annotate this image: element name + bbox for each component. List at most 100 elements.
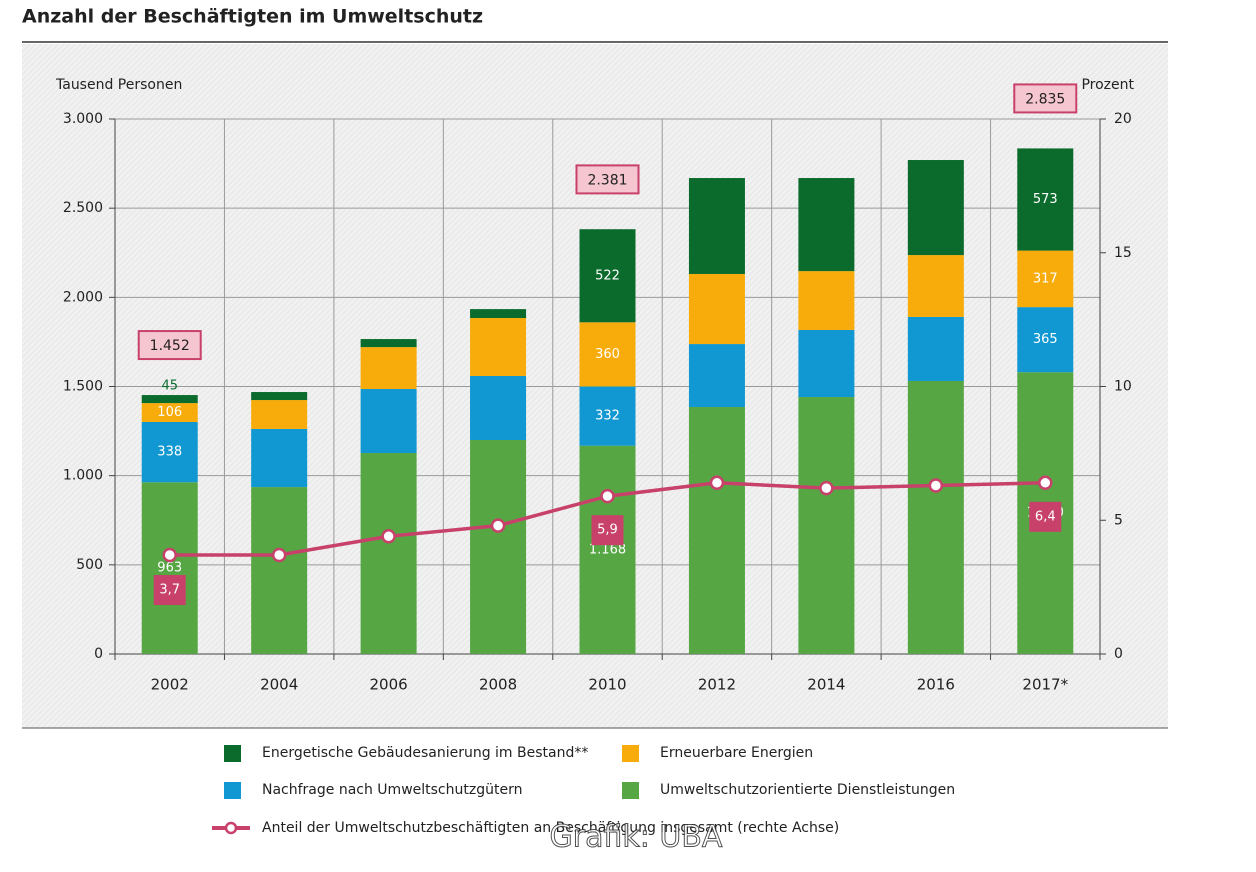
bar-segment [579,386,636,446]
y-tick-label: 3.000 [63,111,103,127]
line-point [490,518,506,533]
y-tick-label: 500 [76,557,103,573]
legend-label: Nachfrage nach Umweltschutzgütern [262,782,522,798]
data-label: 6,4 [1035,509,1056,524]
y-tick-label: 1.500 [63,379,103,395]
legend-label: Umweltschutzorientierte Dienstleistungen [660,782,955,798]
bar-segment [251,487,308,654]
total-box [575,164,640,195]
bar-segment [907,316,964,381]
legend-label: Anteil der Umweltschutzbeschäftigten an … [262,820,839,836]
bar-segment [907,380,964,654]
bar-segment [470,318,527,376]
data-label: 360 [595,347,620,362]
legend-swatch [622,745,639,762]
data-label-box [591,515,624,546]
data-label: 365 [1033,332,1058,347]
bar-segment [141,482,198,654]
total-label: 2.835 [1025,91,1065,107]
y2-tick-label: 0 [1114,646,1123,662]
bar-segment [798,329,855,398]
legend-swatch [622,782,639,799]
bar-segment [470,440,527,654]
total-box [137,330,202,361]
bar-segment [141,403,198,422]
y-tick-label: 1.000 [63,468,103,484]
x-tick-label: 2002 [151,676,189,694]
data-label-box [153,575,186,606]
bar-segment [360,339,417,348]
data-label: 338 [157,445,182,460]
data-label: 5,9 [597,523,618,538]
data-label: 317 [1033,271,1058,286]
bar-segment [798,178,855,272]
bar-segment [251,428,308,488]
bar-segment [470,375,527,440]
bar-segment [1017,148,1074,251]
bar-segment [907,255,964,317]
y-axis-title: Tausend Personen [55,77,182,93]
data-label-box [1029,501,1062,532]
bar-segment [579,445,636,654]
bar-segment [907,160,964,256]
bar-segment [579,322,636,387]
x-tick-label: 2008 [479,676,517,694]
legend-swatch [224,745,241,762]
line-point [709,475,725,491]
chart-title: Anzahl der Beschäftigten im Umweltschutz [22,6,483,28]
line-point [819,480,834,496]
bar-segment [360,347,417,389]
y2-tick-label: 20 [1114,111,1132,127]
watermark: Grafik: UBA [550,820,723,855]
x-tick-label: 2016 [917,676,955,694]
data-label: 106 [157,405,182,420]
bar-segment [251,400,308,429]
legend-swatch [224,782,241,799]
data-label: 3,7 [159,583,180,598]
bar-segment [688,178,745,274]
y2-tick-label: 15 [1114,245,1132,261]
y2-tick-label: 10 [1114,379,1132,395]
x-tick-label: 2004 [260,676,298,694]
line-point [928,478,944,493]
total-label: 2.381 [587,172,627,188]
bar-segment [688,344,745,408]
y2-axis-title: Prozent [1081,77,1134,93]
total-label: 1.452 [150,338,190,354]
bar-segment [1017,250,1074,308]
line-point [162,547,177,563]
line-point [1038,475,1053,491]
bar-segment [251,392,308,401]
data-label: 45 [161,379,178,394]
y-tick-label: 0 [94,646,103,662]
line-point [271,547,287,563]
bar-segment [470,309,527,319]
line-point [600,488,615,504]
data-label: 522 [595,268,620,283]
data-label: 332 [595,409,620,424]
bar-segment [688,407,745,654]
x-tick-label: 2006 [370,676,408,694]
x-tick-label: 2010 [588,676,626,694]
x-tick-label: 2017* [1022,676,1068,694]
bar-segment [141,395,198,404]
legend-marker [224,821,238,835]
bar-segment [798,271,855,330]
legend-label: Erneuerbare Energien [660,745,813,761]
line-point [381,529,396,544]
y-tick-label: 2.500 [63,200,103,216]
total-box [1013,83,1078,114]
bar-segment [360,453,417,654]
bar-segment [579,229,636,323]
data-label: 573 [1033,192,1058,207]
bar-segment [688,273,745,345]
x-tick-label: 2014 [807,676,845,694]
x-tick-label: 2012 [698,676,736,694]
y-tick-label: 2.000 [63,289,103,305]
bar-segment [1017,307,1074,373]
data-label: 1.168 [589,542,626,557]
legend-label: Energetische Gebäudesanierung im Bestand… [262,745,588,761]
bar-segment [141,421,198,483]
data-label: 963 [157,561,182,576]
